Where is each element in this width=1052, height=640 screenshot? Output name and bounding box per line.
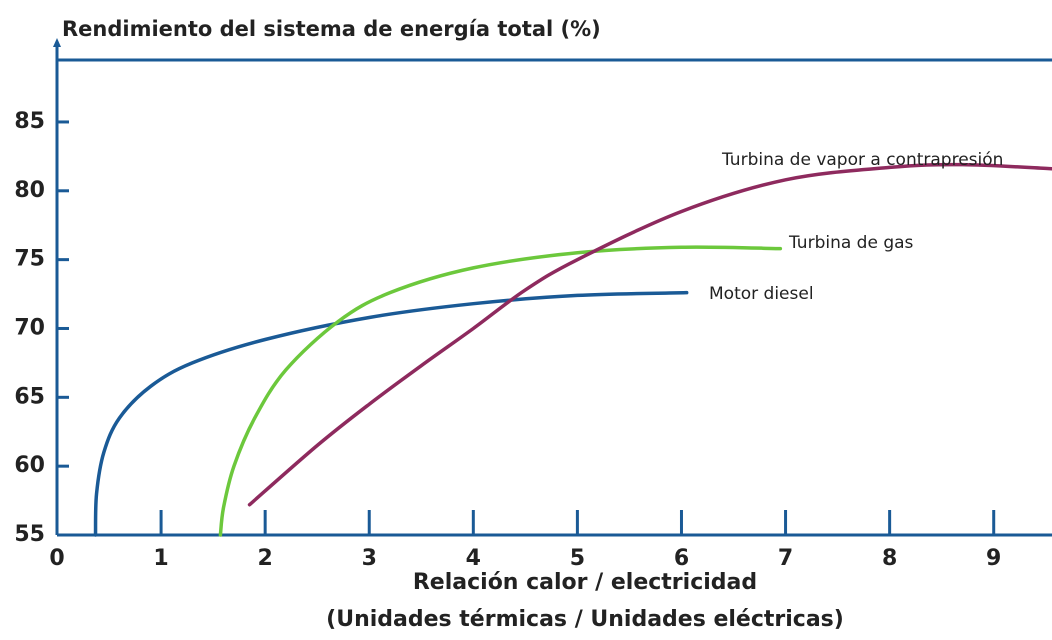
x-tick-label: 5 <box>570 546 585 571</box>
series-label: Turbina de vapor a contrapresión <box>721 150 1003 170</box>
x-axis-sublabel: (Unidades térmicas / Unidades eléctricas… <box>326 607 844 632</box>
x-tick-label: 8 <box>882 546 897 571</box>
x-tick-label: 0 <box>49 546 64 571</box>
series-line <box>93 290 689 537</box>
y-tick-label: 80 <box>14 178 45 203</box>
series-line <box>218 245 783 537</box>
y-tick-label: 70 <box>14 315 45 340</box>
x-tick-label: 6 <box>674 546 689 571</box>
y-tick-label: 60 <box>14 453 45 478</box>
y-tick-label: 85 <box>14 109 45 134</box>
x-tick-label: 1 <box>153 546 168 571</box>
x-tick-label: 3 <box>362 546 377 571</box>
y-tick-label: 75 <box>14 247 45 272</box>
x-tick-label: 4 <box>466 546 481 571</box>
x-tick-label: 9 <box>986 546 1001 571</box>
x-tick-label: 2 <box>258 546 273 571</box>
y-tick-label: 55 <box>14 522 45 547</box>
x-axis-label: Relación calor / electricidad <box>413 570 757 595</box>
series-line <box>247 162 1052 507</box>
series-label: Turbina de gas <box>788 233 914 253</box>
y-axis-arrow <box>53 38 61 47</box>
x-tick-label: 7 <box>778 546 793 571</box>
chart-title: Rendimiento del sistema de energía total… <box>62 17 601 41</box>
y-tick-label: 65 <box>14 384 45 409</box>
series-label: Motor diesel <box>709 284 814 304</box>
